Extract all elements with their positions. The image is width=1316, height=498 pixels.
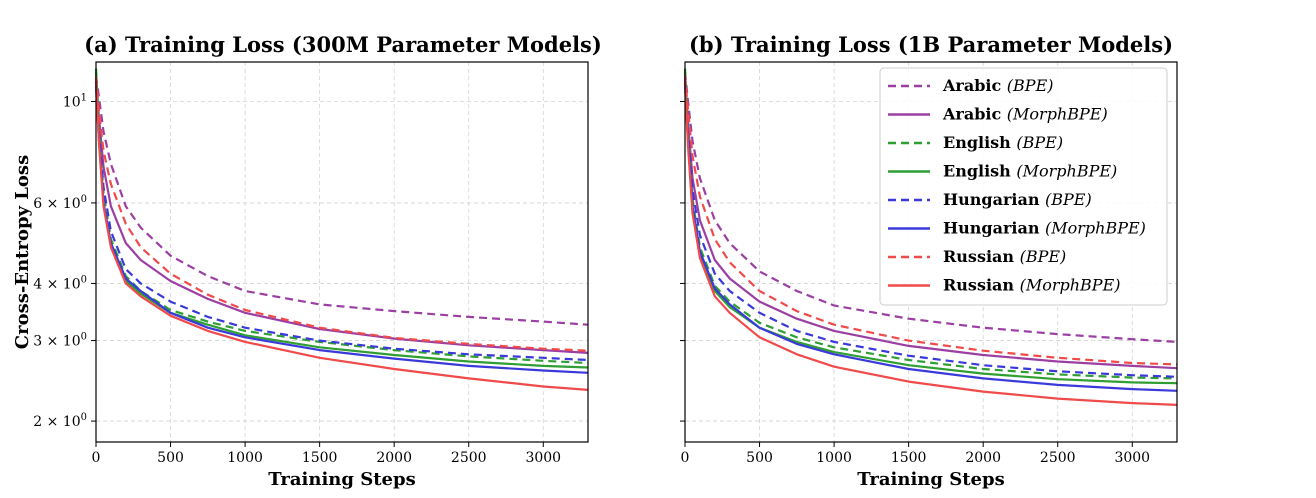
panel-b-series-arabic-morphbpe (683, 78, 1178, 370)
panel-a-series-hungarian-bpe (94, 78, 589, 362)
legend: Arabic (BPE) Arabic (MorphBPE) English (BP… (879, 67, 1168, 306)
panel-b-title: (b) Training Loss (1B Parameter Models) (689, 32, 1173, 57)
panel-a-xtick-label: 2500 (451, 450, 487, 466)
panel-b-xtick-label: 1500 (891, 450, 927, 466)
panel-a-series-hungarian-morphbpe (94, 86, 589, 374)
panel-a-grid (95, 62, 588, 442)
panel-a-series-arabic-morphbpe (94, 82, 589, 354)
panel-b-series-russian-morphbpe (683, 82, 1178, 406)
panel-a-ticks: 0 500 1000 1500 2000 2500 3000 101 6 × 100 4 × 10… (33, 92, 561, 466)
panel-a-xtick-label: 2000 (376, 450, 412, 466)
panel-b-frame (684, 61, 1178, 443)
panel-a-xtick-label: 1500 (302, 450, 338, 466)
panel-a-xtick-label: 0 (92, 450, 101, 466)
panel-b-xtick-label: 2000 (965, 450, 1001, 466)
panel-a-ytick-label: 101 (63, 92, 87, 110)
panel-a-series-arabic-bpe (94, 75, 589, 326)
legend-label-hungarian-bpe: Hungarian (BPE) (943, 190, 1092, 209)
panel-a-series-english-bpe (94, 68, 589, 365)
panel-b-xlabel: Training Steps (857, 469, 1004, 490)
panel-b-ticks: 0 500 1000 1500 2000 2500 3000 (680, 100, 1150, 466)
legend-label-hungarian-morphbpe: Hungarian (MorphBPE) (943, 219, 1146, 238)
panel-a-series-english-morphbpe (94, 71, 589, 369)
panel-a-ytick-label: 6 × 100 (33, 194, 87, 212)
panel-a-ytick-label: 4 × 100 (33, 274, 87, 292)
panel-a-300m: (a) Training Loss (300M Parameter Models… (12, 32, 602, 490)
panel-a-xtick-label: 1000 (227, 450, 263, 466)
legend-label-arabic-morphbpe: Arabic (MorphBPE) (942, 105, 1108, 124)
panel-a-ylabel: Cross-Entropy Loss (12, 155, 33, 349)
legend-label-russian-morphbpe: Russian (MorphBPE) (943, 276, 1121, 295)
panel-b-series-hungarian-morphbpe (683, 84, 1178, 392)
panel-a-xtick-label: 500 (157, 450, 184, 466)
legend-label-arabic-bpe: Arabic (BPE) (942, 76, 1053, 95)
legend-box (879, 67, 1168, 306)
panel-a-series-russian-morphbpe (94, 82, 589, 391)
panel-b-xtick-label: 3000 (1114, 450, 1150, 466)
legend-label-english-bpe: English (BPE) (943, 133, 1063, 152)
panel-b-series (683, 68, 1178, 406)
legend-label-english-morphbpe: English (MorphBPE) (943, 162, 1117, 181)
panel-b-xtick-label: 2500 (1040, 450, 1076, 466)
panel-b-series-arabic-bpe (683, 71, 1178, 343)
panel-a-ytick-label: 3 × 100 (33, 332, 87, 350)
panel-b-xtick-label: 1000 (816, 450, 852, 466)
panel-b-1b: (b) Training Loss (1B Parameter Models) … (680, 32, 1178, 490)
panel-a-series (94, 68, 589, 391)
panel-b-series-english-bpe (683, 68, 1178, 380)
panel-a-title: (a) Training Loss (300M Parameter Models… (84, 32, 602, 57)
panel-b-xtick-label: 0 (681, 450, 690, 466)
legend-label-russian-bpe: Russian (BPE) (943, 247, 1066, 266)
panel-a-ytick-label: 2 × 100 (33, 412, 87, 430)
panel-b-series-hungarian-bpe (683, 75, 1178, 378)
panel-b-xtick-label: 500 (746, 450, 773, 466)
panel-a-series-russian-bpe (94, 77, 589, 352)
panel-a-frame (95, 61, 589, 443)
panel-a-xlabel: Training Steps (268, 469, 415, 490)
panel-a-xtick-label: 3000 (525, 450, 561, 466)
